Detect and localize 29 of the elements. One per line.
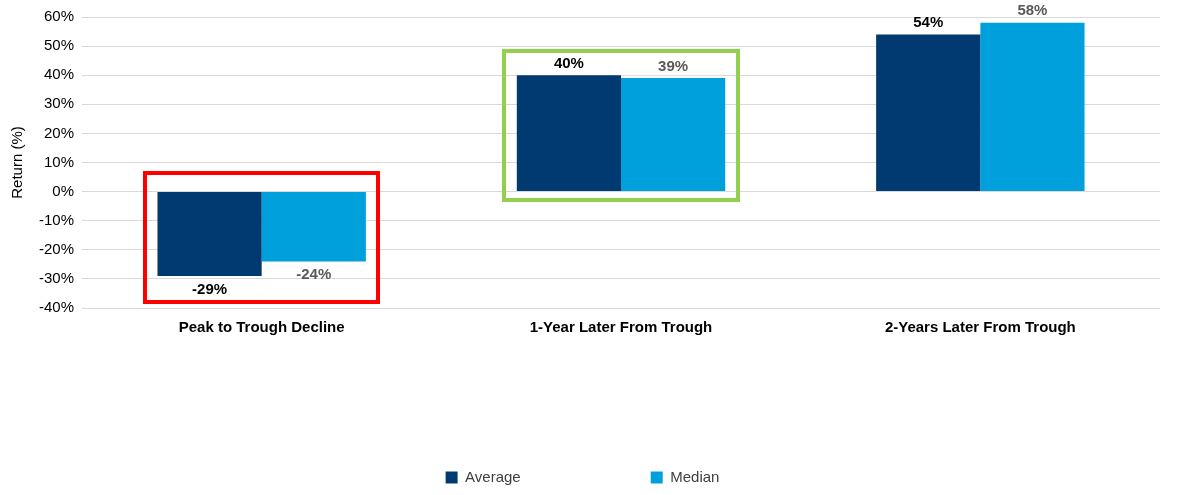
legend-label: Average [465, 467, 521, 485]
y-axis-title: Return (%) [8, 126, 26, 199]
y-tick-label: 0% [52, 181, 75, 199]
y-tick-label: 10% [43, 152, 75, 170]
y-tick-label: -30% [38, 269, 75, 287]
y-tick-label: -10% [38, 210, 75, 228]
y-tick-label: 60% [43, 7, 75, 25]
bar [516, 75, 622, 192]
y-tick-label: -20% [38, 239, 75, 257]
data-label: 39% [658, 56, 689, 74]
y-tick-label: -40% [38, 298, 75, 316]
bar [621, 78, 726, 192]
bar [261, 192, 366, 262]
bar [980, 22, 1085, 192]
bar [876, 34, 981, 192]
x-tick-label: Peak to Trough Decline [178, 318, 345, 336]
bar [157, 192, 262, 276]
data-label: 58% [1017, 1, 1048, 19]
y-tick-label: 50% [43, 36, 75, 54]
x-tick-label: 1-Year Later From Trough [529, 318, 713, 336]
legend-label: Median [670, 467, 720, 485]
x-tick-label: 2-Years Later From Trough [884, 318, 1076, 336]
data-label: 54% [913, 13, 944, 31]
data-label: 40% [553, 53, 584, 71]
y-tick-label: 40% [43, 65, 75, 83]
data-label: -29% [192, 279, 228, 297]
y-tick-label: 30% [43, 94, 75, 112]
y-tick-label: 20% [43, 123, 75, 141]
data-label: -24% [296, 265, 332, 283]
